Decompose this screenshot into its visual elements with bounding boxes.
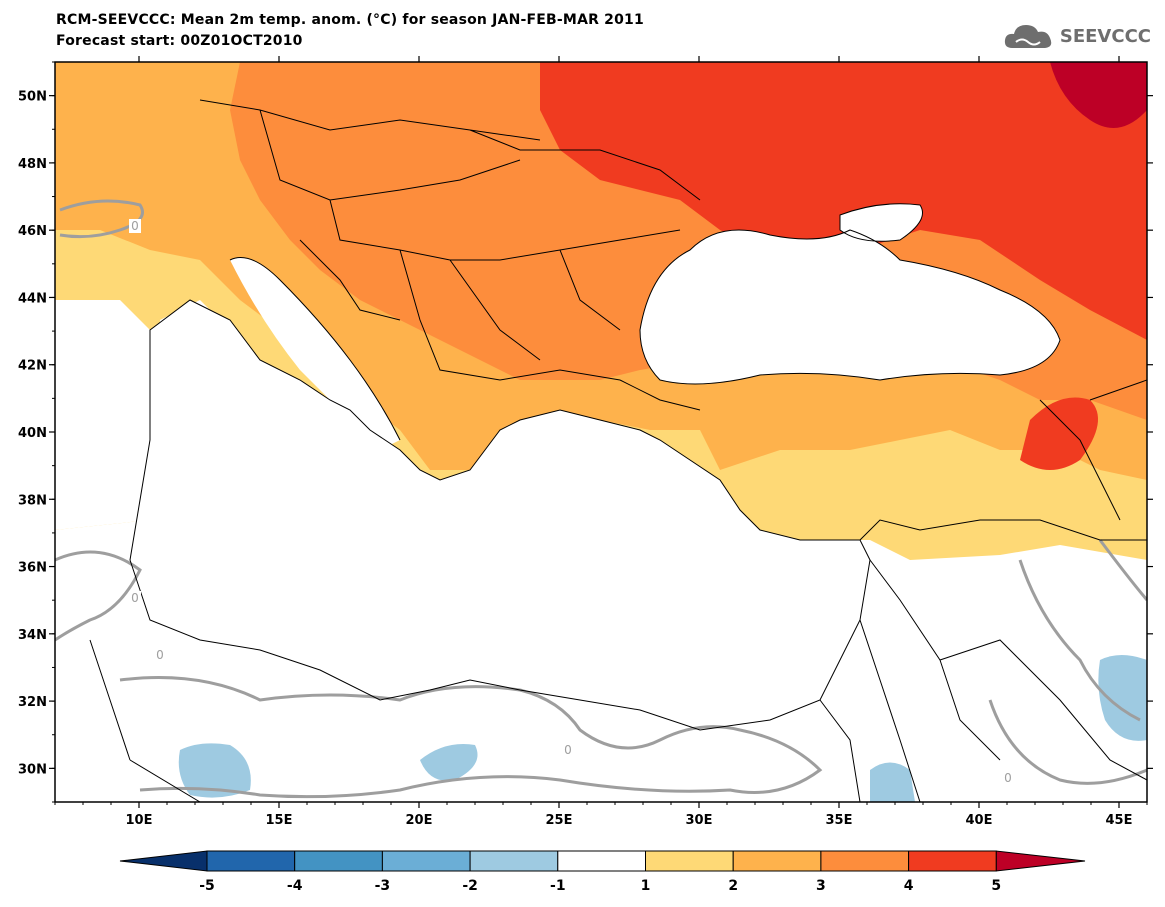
contour-label: 0: [131, 591, 139, 605]
lat-label: 32N: [18, 695, 47, 710]
lat-label: 40N: [18, 426, 47, 441]
colorbar-label: 4: [904, 878, 914, 894]
coastline-black-sea: [639, 229, 1061, 385]
logo-text: SEEVCCC: [1059, 25, 1151, 47]
colorbar-label: 1: [641, 878, 651, 894]
colorbar-label: -1: [550, 878, 566, 894]
black-sea: [640, 230, 1060, 384]
lon-label: 30E: [686, 813, 713, 828]
adriatic-sea: [230, 257, 400, 450]
sea-of-azov: [840, 203, 923, 242]
latitude-axis: 50N 48N 46N 44N 42N 40N 38N 36N 34N 32N 30N: [18, 61, 1153, 803]
colorbar: -5 -4 -3 -2 -1 1 2 3 4 5: [119, 850, 1086, 894]
zero-contour-tunisia: [55, 550, 142, 642]
coastline-adriatic: [229, 257, 401, 441]
colorbar-segment: [206, 850, 296, 872]
anomaly-above-5-area: [1050, 62, 1147, 128]
anomaly-4-5-area: [540, 62, 1147, 340]
anomaly-negative-patch-sinai: [870, 762, 915, 802]
zero-contour-arabia: [1018, 559, 1141, 722]
colorbar-segment: [908, 850, 997, 872]
cloud-icon: [1004, 25, 1052, 48]
contour-label-bg: [1002, 771, 1014, 785]
anomaly-negative-patch-sea: [420, 744, 478, 781]
colorbar-label: -2: [462, 878, 478, 894]
seevccc-logo: SEEVCCC: [1002, 20, 1151, 52]
colorbar-segment: [732, 850, 822, 872]
colorbar-segment: [294, 850, 383, 872]
colorbar-segment: [820, 850, 910, 872]
anomaly-neutral-west: [55, 300, 150, 530]
contour-label-bg: [562, 743, 574, 757]
contour-label-bg: [129, 591, 141, 605]
colorbar-segment: [645, 850, 734, 872]
colorbar-label: -4: [287, 878, 303, 894]
lon-label: 10E: [126, 813, 153, 828]
contour-label-bg: [129, 219, 141, 233]
lat-label: 42N: [18, 359, 47, 374]
zero-contour-arabia-2: [988, 699, 1147, 785]
contour-label: 0: [1004, 771, 1012, 785]
border-lines-anatolia: [619, 379, 1147, 541]
forecast-start-label: Forecast start: 00Z01OCT2010: [56, 33, 303, 49]
colorbar-label: 5: [991, 878, 1001, 894]
colorbar-label: 2: [728, 878, 738, 894]
colorbar-label: -3: [375, 878, 391, 894]
colorbar-arrow-right: [995, 850, 1086, 872]
contour-label: 0: [156, 648, 164, 662]
border-lines-levant: [819, 559, 1147, 802]
lon-label: 40E: [966, 813, 993, 828]
zero-contour-alps: [59, 199, 144, 239]
lat-label: 30N: [18, 762, 47, 777]
contour-label: 0: [131, 219, 139, 233]
zero-contour-arabia-3: [1098, 539, 1147, 601]
zero-contours: [55, 199, 1147, 799]
colorbar-segment: [557, 850, 646, 872]
contour-label-bg: [154, 648, 166, 662]
border-lines-balkans: [199, 99, 701, 381]
lat-label: 48N: [18, 157, 47, 172]
lat-label: 50N: [18, 90, 47, 105]
borders-coastlines: [89, 99, 1147, 802]
anomaly-4-5-caucasus: [1020, 397, 1098, 470]
anomaly-field: [55, 62, 1147, 802]
mediterranean-sea: [130, 300, 870, 730]
map-title: RCM-SEEVCCC: Mean 2m temp. anom. (°C) fo…: [56, 12, 644, 28]
colorbar-segment: [469, 850, 559, 872]
lon-label: 25E: [546, 813, 573, 828]
lon-label: 45E: [1106, 813, 1133, 828]
lat-label: 46N: [18, 224, 47, 239]
colorbar-arrow-left: [119, 850, 208, 872]
colorbar-label: -5: [199, 878, 215, 894]
lat-label: 38N: [18, 493, 47, 508]
lat-label: 36N: [18, 561, 47, 576]
lon-label: 35E: [826, 813, 853, 828]
lon-label: 15E: [266, 813, 293, 828]
colorbar-segment: [381, 850, 471, 872]
coastline-azov: [839, 203, 923, 242]
anomaly-negative-patch-arabia: [1098, 655, 1147, 741]
colorbar-label: 3: [816, 878, 826, 894]
contour-label: 0: [564, 743, 572, 757]
coastline-mediterranean: [129, 299, 871, 731]
lon-label: 20E: [406, 813, 433, 828]
lat-label: 34N: [18, 628, 47, 643]
border-lines-north-africa: [89, 639, 201, 802]
anomaly-negative-patch-libya: [178, 743, 251, 798]
lat-label: 44N: [18, 291, 47, 306]
zero-contour-libya: [119, 676, 823, 799]
longitude-axis: 10E 15E 20E 25E 30E 35E 40E 45E: [54, 56, 1148, 828]
